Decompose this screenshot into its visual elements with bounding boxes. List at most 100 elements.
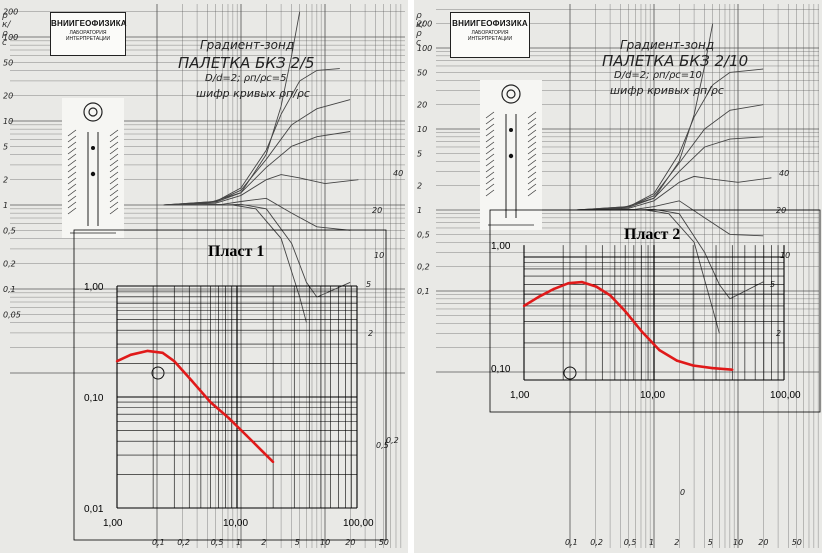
well-hatch — [485, 123, 495, 131]
well-hatch — [109, 165, 119, 173]
outer-x-tick-label: 2 — [674, 538, 679, 547]
well-hatch — [67, 159, 77, 167]
measured-point — [537, 295, 541, 298]
left-title-line2: ПАЛЕТКА БКЗ 2/5 — [178, 54, 315, 72]
well-hatch — [67, 201, 77, 209]
outer-x-tick-label: 0,2 — [177, 538, 190, 547]
measured-point — [623, 310, 627, 313]
left-stamp-line3: ИНТЕРПРЕТАЦИИ — [65, 36, 111, 42]
right-ylabel: ρк/ρс — [416, 11, 425, 48]
outer-x-tick-label: 20 — [345, 538, 355, 547]
measured-point — [640, 329, 643, 333]
palette-curve-label: 20 — [372, 206, 382, 215]
palette-curve-label: 10 — [780, 251, 790, 260]
outer-x-tick-label: 0,1 — [565, 538, 578, 547]
well-hatch — [109, 189, 119, 197]
outer-y-tick-label: 0,5 — [417, 230, 430, 239]
measured-point — [245, 434, 248, 437]
right-plast-label: Пласт 2 — [624, 226, 681, 243]
outer-y-tick-label: 1 — [417, 206, 422, 215]
well-hatch — [527, 141, 537, 149]
well-hatch — [485, 141, 495, 149]
outer-y-tick-label: 10 — [417, 125, 427, 134]
outer-x-tick-label: 2 — [261, 538, 266, 547]
outer-x-tick-label: 0,5 — [211, 538, 224, 547]
measured-point — [260, 449, 263, 452]
well-hatch — [527, 135, 537, 143]
measured-point — [161, 351, 164, 355]
well-hatch — [109, 201, 119, 209]
well-hatch — [109, 141, 119, 149]
palette-curve-label: 2 — [776, 329, 781, 338]
well-hatch — [67, 207, 77, 215]
right-title-line1: Градиент-зонд — [620, 38, 715, 52]
well-hatch — [485, 147, 495, 155]
right-stamp-line2: ЛАБОРАТОРИЯ — [471, 30, 509, 36]
palette-curve — [576, 175, 772, 211]
outer-y-tick-label: 0,5 — [3, 226, 16, 235]
well-hatch — [109, 135, 119, 143]
well-hatch — [485, 171, 495, 179]
outer-y-tick-label: 5 — [3, 142, 8, 151]
measured-point — [595, 285, 598, 288]
outer-x-tick-label: 50 — [792, 538, 802, 547]
measured-point — [552, 287, 556, 291]
palette-curve-label: 20 — [776, 206, 786, 215]
outer-y-tick-label: 200 — [3, 8, 18, 17]
right-title-line4: шифр кривых ρп/ρс — [610, 84, 724, 97]
palette-curve — [576, 136, 764, 211]
outer-y-tick-label: 0,05 — [3, 310, 21, 319]
measured-point — [567, 281, 570, 285]
outer-y-tick-label: 1 — [3, 201, 8, 210]
well-hatch — [485, 153, 495, 161]
outer-x-tick-label: 5 — [295, 538, 300, 547]
well-cross-section-inner — [88, 107, 98, 117]
left-title-line3: D/d=2; ρп/ρс=5 — [205, 73, 287, 84]
electrode-dot — [508, 153, 514, 159]
measured-point — [691, 364, 695, 367]
well-hatch — [109, 207, 119, 215]
measured-curve — [523, 280, 733, 371]
measured-point — [658, 348, 661, 352]
well-hatch — [485, 117, 495, 125]
palette-curve-label: 5 — [366, 280, 371, 289]
well-cross-section-outer — [501, 84, 521, 104]
outer-y-tick-label: 10 — [3, 117, 13, 126]
outer-y-tick-label: 0,2 — [3, 260, 16, 269]
palette-curve — [576, 200, 764, 237]
palette-curve — [163, 197, 351, 231]
left-chart-panel: 200 100 50 20 10 5 2 1 0,5 0,2 0,1 0,05 0,1 0,2 0,5 1 2 5… — [0, 0, 408, 553]
measured-point — [227, 416, 230, 419]
well-hatch — [109, 177, 119, 185]
measured-curve — [116, 349, 275, 463]
well-hatch — [67, 147, 77, 155]
right-stamp-line1: ВНИИГЕОФИЗИКА — [452, 19, 528, 28]
outer-y-tick-label: 2 — [417, 182, 422, 191]
left-stamp: ВНИИГЕОФИЗИКА ЛАБОРАТОРИЯ ИНТЕРПРЕТАЦИИ — [50, 12, 127, 56]
measured-point — [731, 368, 734, 371]
well-hatch — [67, 189, 77, 197]
well-hatch — [527, 177, 537, 185]
well-hatch — [67, 171, 77, 179]
well-hatch — [109, 159, 119, 167]
outer-y-tick-label: 0,1 — [3, 285, 16, 294]
palette-curve-label: 40 — [779, 169, 789, 178]
overlay-y-tick-label: 0,01 — [84, 504, 104, 515]
overlay-x-tick-label: 1,00 — [510, 390, 530, 401]
measured-point — [608, 294, 612, 297]
well-hatch — [485, 135, 495, 143]
well-hatch — [67, 153, 77, 161]
overlay-x-tick-label: 1,00 — [103, 518, 123, 529]
measured-point — [522, 304, 526, 308]
overlay-x-tick-label: 10,00 — [223, 518, 248, 529]
left-title-line4: шифр кривых ρп/ρс — [196, 87, 310, 100]
well-hatch — [109, 147, 119, 155]
well-hatch — [67, 129, 77, 137]
well-hatch — [67, 195, 77, 203]
well-hatch — [485, 159, 495, 167]
outer-x-tick-label: 0,5 — [624, 538, 637, 547]
measured-point — [710, 366, 714, 370]
left-plast-label: Пласт 1 — [208, 243, 265, 260]
measured-point — [146, 349, 149, 353]
